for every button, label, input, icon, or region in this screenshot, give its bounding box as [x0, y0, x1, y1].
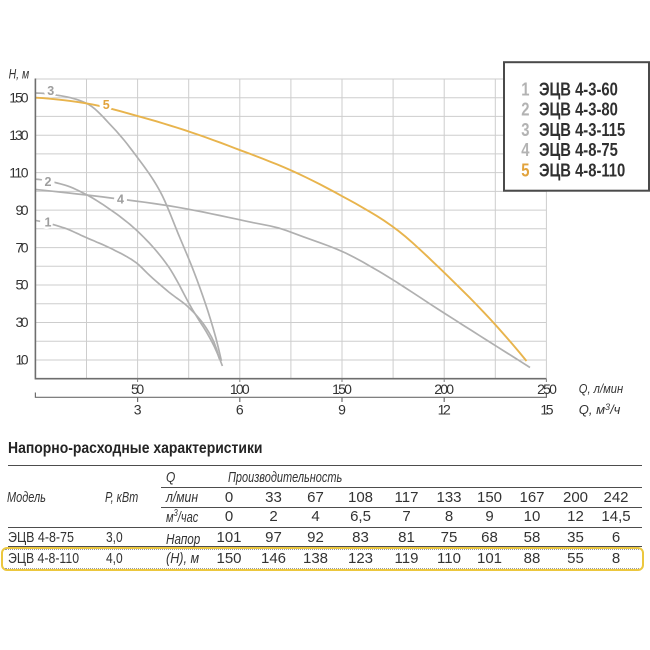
- svg-text:2: 2: [521, 99, 529, 120]
- svg-text:4: 4: [521, 140, 530, 161]
- svg-text:ЭЦВ 4-8-75: ЭЦВ 4-8-75: [539, 140, 618, 161]
- svg-text:150: 150: [9, 89, 29, 105]
- svg-text:10: 10: [16, 352, 29, 368]
- svg-text:3: 3: [47, 84, 54, 98]
- svg-text:15: 15: [540, 402, 553, 418]
- svg-text:4: 4: [117, 193, 124, 207]
- svg-text:3: 3: [521, 119, 529, 140]
- svg-text:50: 50: [131, 381, 144, 397]
- svg-text:Q, л/мин: Q, л/мин: [579, 381, 623, 396]
- svg-text:30: 30: [16, 314, 29, 330]
- svg-text:Q, м3/ч: Q, м3/ч: [579, 402, 621, 417]
- svg-text:2: 2: [45, 175, 52, 189]
- svg-text:Н, м: Н, м: [9, 66, 30, 81]
- svg-text:9: 9: [338, 402, 346, 418]
- svg-text:50: 50: [16, 277, 29, 293]
- svg-text:250: 250: [537, 381, 557, 397]
- svg-text:3: 3: [134, 402, 142, 418]
- svg-text:200: 200: [434, 381, 454, 397]
- svg-text:ЭЦВ 4-3-60: ЭЦВ 4-3-60: [539, 79, 618, 100]
- svg-text:110: 110: [9, 164, 29, 180]
- svg-text:6: 6: [236, 402, 244, 418]
- svg-text:70: 70: [16, 239, 29, 255]
- svg-text:5: 5: [521, 160, 529, 181]
- svg-text:90: 90: [16, 202, 29, 218]
- svg-text:ЭЦВ 4-8-110: ЭЦВ 4-8-110: [539, 160, 625, 181]
- svg-text:1: 1: [521, 79, 529, 100]
- svg-text:100: 100: [230, 381, 250, 397]
- svg-text:ЭЦВ 4-3-80: ЭЦВ 4-3-80: [539, 99, 618, 120]
- svg-text:ЭЦВ 4-3-115: ЭЦВ 4-3-115: [539, 119, 625, 140]
- svg-text:12: 12: [438, 402, 451, 418]
- svg-text:130: 130: [9, 127, 29, 143]
- svg-text:150: 150: [332, 381, 352, 397]
- svg-text:5: 5: [103, 98, 110, 112]
- svg-text:1: 1: [45, 216, 52, 230]
